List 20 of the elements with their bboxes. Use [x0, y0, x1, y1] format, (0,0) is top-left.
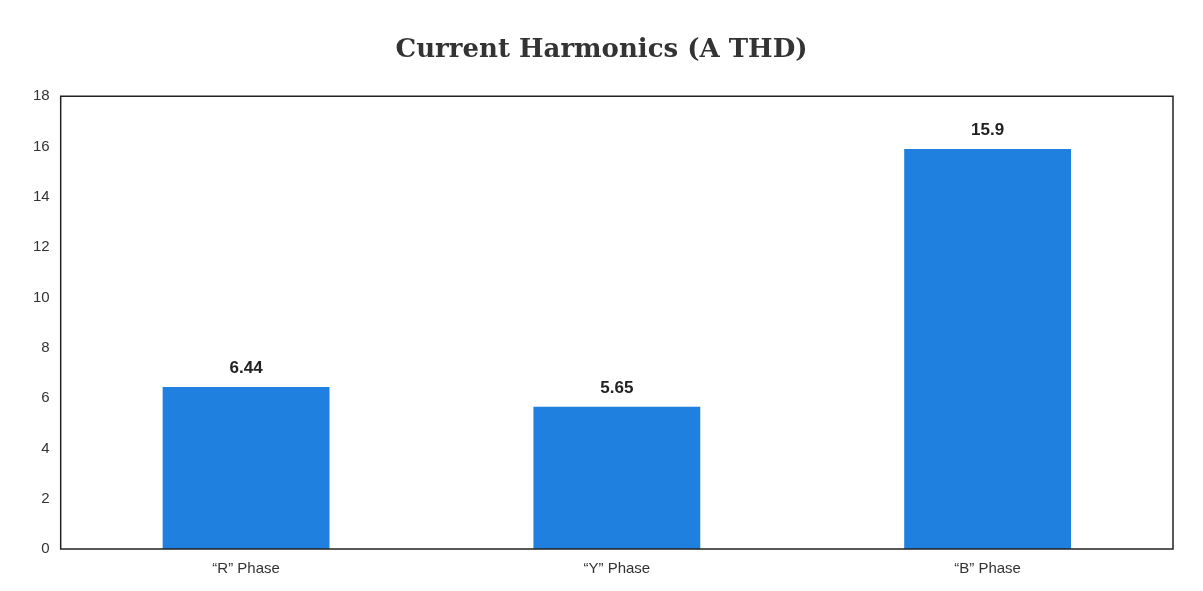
y-tick-label: 6 — [41, 388, 50, 406]
y-tick-label: 16 — [33, 136, 50, 154]
y-tick-label: 0 — [41, 539, 50, 557]
data-label: 6.44 — [229, 358, 264, 378]
x-tick-label: “Y” Phase — [583, 559, 651, 577]
y-tick-label: 10 — [33, 287, 50, 305]
data-label: 15.9 — [971, 120, 1005, 140]
data-label: 5.65 — [600, 378, 634, 398]
x-tick-label: “R” Phase — [212, 559, 280, 577]
y-tick-label: 8 — [41, 337, 50, 355]
x-tick-label: “B” Phase — [954, 559, 1021, 577]
bar — [162, 387, 330, 549]
bar — [904, 149, 1072, 549]
y-tick-label: 4 — [41, 438, 50, 456]
bar — [533, 406, 701, 549]
y-tick-label: 12 — [33, 237, 50, 255]
y-tick-label: 18 — [33, 86, 50, 104]
chart-title: Current Harmonics (A THD) — [395, 33, 808, 64]
y-tick-label: 2 — [41, 488, 50, 506]
y-tick-label: 14 — [33, 186, 50, 204]
